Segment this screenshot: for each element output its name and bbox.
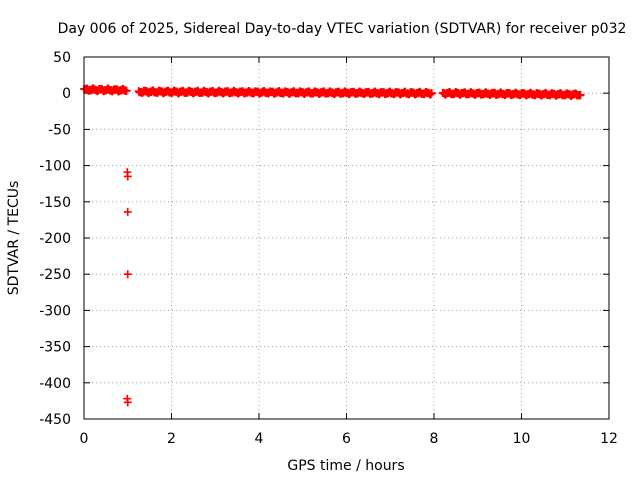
- data-point: [122, 87, 131, 96]
- x-tick-label: 12: [600, 431, 618, 447]
- y-tick-label: -400: [39, 376, 71, 392]
- outlier-point: [123, 172, 132, 181]
- y-tick-label: -200: [39, 231, 71, 247]
- outlier-point: [123, 270, 132, 279]
- x-tick-label: 6: [342, 431, 351, 447]
- y-tick-label: -300: [39, 303, 71, 319]
- data-point: [427, 88, 436, 97]
- plot-frame: [83, 56, 610, 420]
- y-axis-label: SDTVAR / TECUs: [6, 181, 22, 296]
- grid: [84, 57, 609, 419]
- y-tick-label: -150: [39, 195, 71, 211]
- chart-title: Day 006 of 2025, Sidereal Day-to-day VTE…: [58, 21, 627, 37]
- y-tick-label: -250: [39, 267, 71, 283]
- y-tick-label: -350: [39, 340, 71, 356]
- y-tick-label: -100: [39, 159, 71, 175]
- data-points: [80, 84, 585, 407]
- x-tick-label: 4: [255, 431, 264, 447]
- y-tick-label: -50: [48, 122, 71, 138]
- data-point: [576, 90, 585, 99]
- x-axis-label: GPS time / hours: [287, 458, 404, 474]
- outlier-point: [123, 207, 132, 216]
- y-tick-label: 0: [62, 86, 71, 102]
- y-tick-label: -450: [39, 412, 71, 428]
- x-tick-label: 2: [167, 431, 176, 447]
- x-tick-label: 0: [80, 431, 89, 447]
- x-tick-label: 10: [513, 431, 531, 447]
- y-tick-label: 50: [53, 50, 71, 66]
- outlier-point: [123, 398, 132, 407]
- axis-ticks: 0 2 4 6 8 10 12 50 0 -50 -100 -150 -200 -250 -300 -350 -…: [39, 50, 618, 447]
- x-tick-label: 8: [430, 431, 439, 447]
